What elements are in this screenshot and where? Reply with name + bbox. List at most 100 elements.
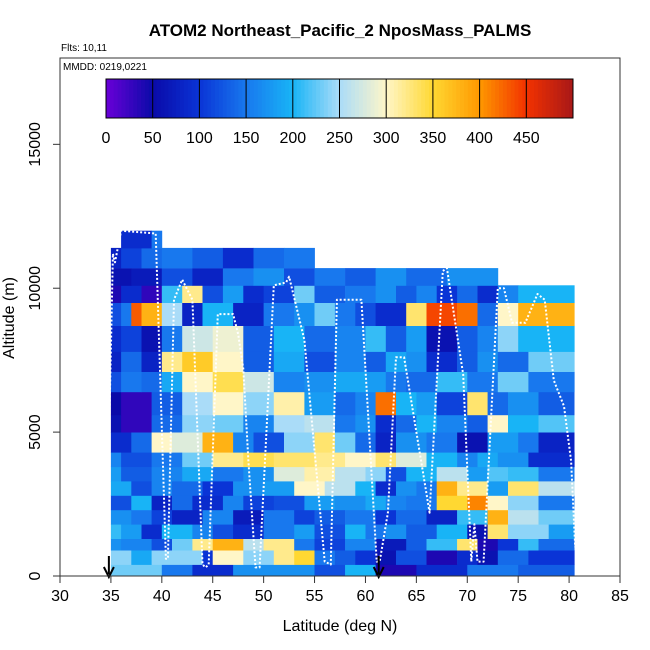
heatmap-cell	[212, 391, 244, 416]
colorbar-swatch	[152, 79, 158, 118]
colorbar-swatch	[226, 79, 232, 118]
heatmap-cell	[385, 325, 407, 352]
heatmap-cell	[121, 538, 152, 551]
heatmap-cell	[273, 391, 305, 416]
colorbar-swatch	[109, 79, 115, 118]
heatmap-cell	[253, 432, 285, 453]
colorbar-swatch	[483, 79, 488, 118]
heatmap-cell	[192, 495, 224, 511]
heatmap-cell	[548, 524, 575, 539]
heatmap-cell	[243, 495, 275, 511]
colorbar-swatch	[253, 79, 259, 118]
x-tick-label: 65	[407, 588, 425, 605]
colorbar-swatch	[526, 79, 531, 118]
colorbar-swatch	[393, 79, 399, 118]
heatmap-cell	[538, 414, 575, 433]
x-axis: 30 35 40 45 50 55 60 65 70 75 80 85	[51, 575, 629, 605]
heatmap-cell	[538, 466, 575, 482]
colorbar-swatch	[203, 79, 208, 118]
heatmap-cell	[304, 351, 336, 372]
colorbar-swatch	[397, 79, 403, 118]
heatmap-cell	[212, 466, 244, 482]
heatmap-cell	[436, 524, 468, 539]
colorbar-swatch	[390, 79, 395, 118]
colorbar-swatch	[351, 79, 356, 118]
heatmap-cell	[304, 391, 336, 416]
heatmap-cell	[385, 466, 407, 482]
heatmap-cell	[202, 285, 224, 303]
heatmap-cell	[110, 524, 122, 539]
colorbar-swatch	[331, 79, 337, 118]
heatmap-cell	[406, 371, 438, 393]
heatmap-cell	[487, 432, 519, 453]
heatmap-cell	[253, 268, 285, 286]
heatmap-cell	[110, 414, 122, 433]
heatmap-cell	[375, 302, 407, 326]
heatmap-cell	[477, 452, 499, 468]
colorbar-swatch	[160, 79, 165, 118]
heatmap-cell	[426, 538, 458, 551]
heatmap-cell	[243, 325, 275, 352]
x-tick-label: 60	[357, 588, 375, 605]
colorbar-tick-label: 250	[326, 130, 353, 147]
heatmap-cell	[375, 509, 397, 525]
heatmap-cell	[355, 414, 377, 433]
heatmap-cell	[508, 509, 539, 525]
heatmap-cell	[314, 509, 346, 525]
colorbar-swatch	[179, 79, 185, 118]
heatmap-cell	[497, 452, 529, 468]
heatmap-cell	[477, 325, 499, 352]
heatmap-cell	[365, 371, 387, 393]
heatmap-cell	[334, 550, 356, 565]
colorbar-swatch	[238, 79, 243, 118]
heatmap-cell	[121, 414, 152, 433]
heatmap-cell	[243, 550, 275, 565]
heatmap-cell	[477, 550, 499, 565]
heatmap-cell	[243, 351, 275, 372]
heatmap-cell	[365, 325, 387, 352]
colorbar-swatch	[187, 79, 193, 118]
colorbar-swatch	[421, 79, 426, 118]
heatmap-cell	[426, 325, 458, 352]
heatmap-cell	[263, 302, 295, 326]
colorbar-swatch	[499, 79, 504, 118]
heatmap-cell	[202, 481, 234, 496]
heatmap-cell	[477, 351, 499, 372]
heatmap-cell	[294, 538, 315, 551]
colorbar-swatch	[320, 79, 325, 118]
x-tick-label: 35	[102, 588, 120, 605]
heatmap-cell	[233, 564, 315, 577]
colorbar-swatch	[514, 79, 520, 118]
heatmap-cell	[314, 432, 336, 453]
heatmap-cell	[141, 247, 163, 269]
heatmap-cell	[110, 466, 122, 482]
heatmap-cell	[375, 550, 397, 565]
colorbar-tick-label: 150	[233, 130, 260, 147]
colorbar-swatch	[242, 79, 247, 118]
heatmap-cell	[192, 564, 234, 577]
heatmap-cell	[396, 509, 427, 525]
heatmap-cell	[487, 524, 509, 539]
heatmap-cell	[304, 414, 336, 433]
heatmap-cell	[345, 564, 376, 577]
colorbar-swatch	[261, 79, 267, 118]
heatmap-cell	[110, 481, 132, 496]
heatmap-cell	[314, 564, 346, 577]
heatmap-cell	[416, 414, 438, 433]
heatmap-cell	[436, 285, 458, 303]
colorbar-swatch	[246, 79, 251, 118]
heatmap-cell	[121, 524, 142, 539]
heatmap-cell	[222, 285, 244, 303]
colorbar-swatch	[436, 79, 442, 118]
heatmap-cell	[121, 371, 142, 393]
colorbar-swatch	[370, 79, 376, 118]
heatmap-cell	[212, 351, 244, 372]
heatmap-cell	[385, 524, 407, 539]
colorbar-swatch	[347, 79, 352, 118]
heatmap-cell	[151, 550, 203, 565]
heatmap-cell	[304, 495, 336, 511]
heatmap-cell	[161, 524, 193, 539]
x-tick-label: 70	[458, 588, 476, 605]
heatmap-cell	[538, 391, 575, 416]
heatmap-cell	[222, 268, 254, 286]
